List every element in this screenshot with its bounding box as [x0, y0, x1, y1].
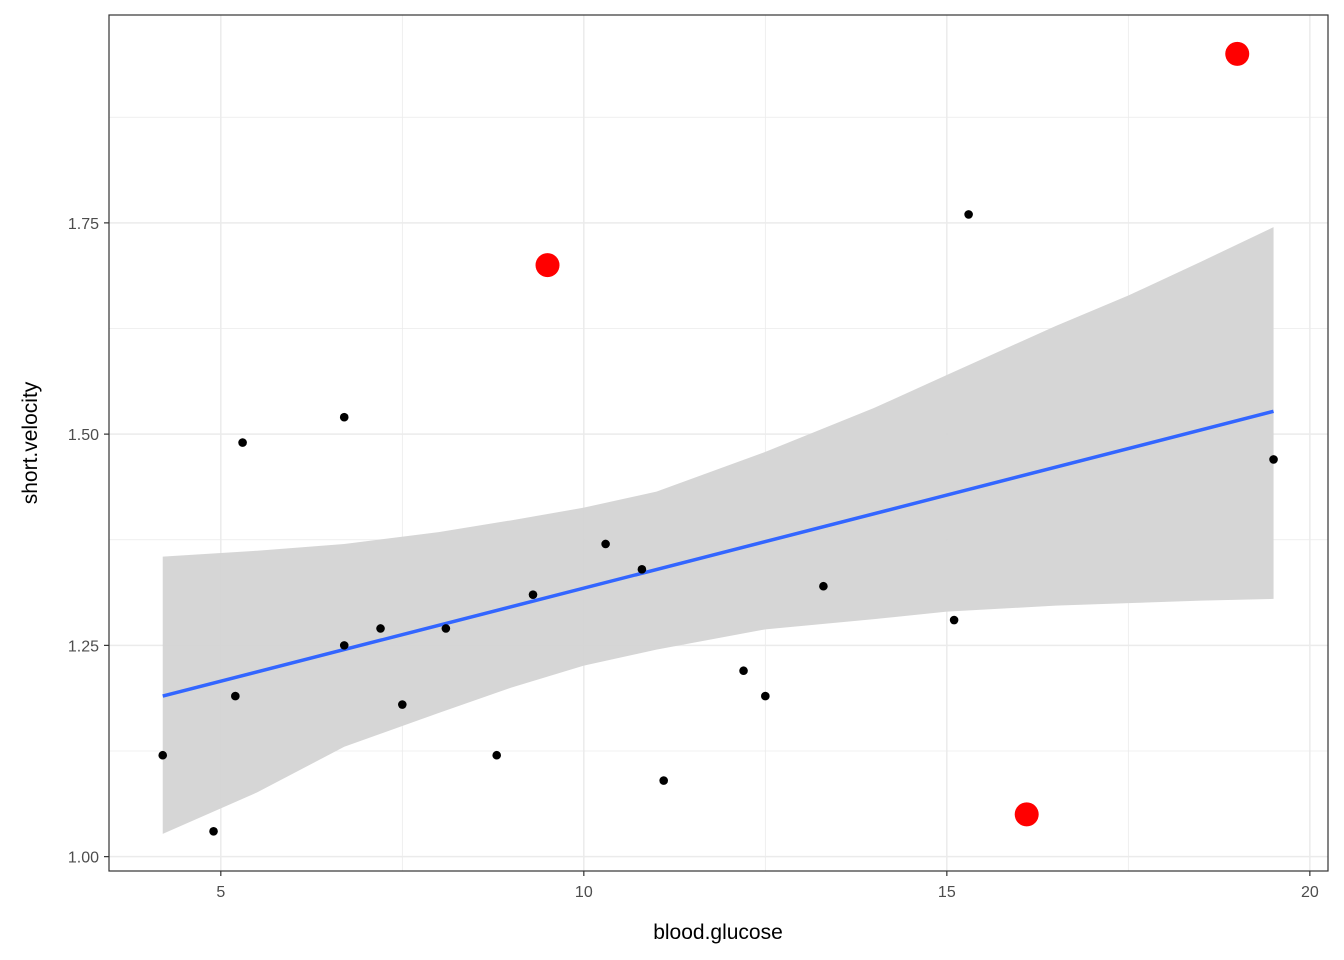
- data-point: [739, 666, 748, 676]
- data-point: [209, 826, 218, 836]
- highlighted-point: [1225, 41, 1250, 66]
- data-points: [158, 41, 1278, 836]
- data-point: [637, 565, 647, 574]
- x-axis-title: blood.glucose: [653, 921, 783, 944]
- y-tick-label: 1.50: [68, 427, 99, 444]
- data-point: [949, 615, 959, 625]
- y-axis-title: short.velocity: [19, 381, 42, 504]
- data-point: [376, 624, 385, 633]
- data-point: [158, 750, 168, 760]
- data-point: [659, 776, 668, 785]
- data-point: [441, 624, 451, 633]
- x-tick-label: 10: [575, 884, 593, 901]
- x-tick-label: 5: [216, 884, 225, 901]
- panel-border: [108, 14, 1329, 872]
- y-axis-ticks: 1.00 1.25 1.50 1.75: [68, 216, 109, 867]
- data-point: [231, 691, 240, 701]
- data-point: [819, 581, 828, 591]
- data-point: [964, 210, 973, 219]
- x-axis-ticks: 5 10 15 20: [216, 871, 1319, 901]
- data-point: [492, 750, 501, 760]
- regression-line: [162, 409, 1274, 698]
- confidence-band: [162, 227, 1274, 834]
- data-point: [528, 590, 538, 599]
- y-tick-label: 1.25: [68, 638, 99, 655]
- data-point: [339, 412, 349, 422]
- data-point: [339, 641, 349, 650]
- data-point: [398, 700, 407, 709]
- y-tick-label: 1.00: [68, 850, 99, 867]
- data-point: [1269, 455, 1278, 464]
- highlighted-point: [1014, 802, 1039, 827]
- y-tick-label: 1.75: [68, 216, 99, 233]
- highlighted-point: [535, 253, 560, 278]
- data-point: [761, 691, 770, 701]
- data-point: [601, 539, 610, 549]
- x-tick-label: 15: [938, 884, 956, 901]
- x-tick-label: 20: [1301, 884, 1319, 901]
- data-point: [238, 438, 247, 447]
